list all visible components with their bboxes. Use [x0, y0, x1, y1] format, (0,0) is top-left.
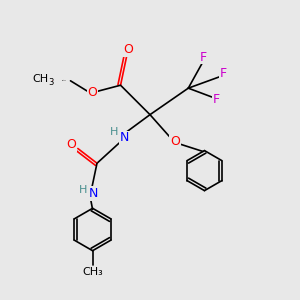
- Text: H: H: [79, 185, 87, 195]
- Text: O: O: [123, 44, 133, 56]
- Text: O: O: [88, 86, 98, 99]
- Text: F: F: [220, 67, 227, 80]
- Text: N: N: [89, 187, 98, 200]
- Text: F: F: [213, 93, 220, 106]
- Text: CH: CH: [32, 74, 48, 84]
- Text: methyl: methyl: [62, 80, 67, 81]
- Text: O: O: [52, 80, 53, 81]
- Text: H: H: [110, 127, 118, 137]
- Text: O: O: [170, 135, 180, 148]
- Text: N: N: [120, 131, 129, 144]
- Text: O: O: [66, 139, 76, 152]
- Text: F: F: [200, 51, 207, 64]
- Text: CH₃: CH₃: [82, 267, 103, 277]
- Text: 3: 3: [49, 78, 54, 87]
